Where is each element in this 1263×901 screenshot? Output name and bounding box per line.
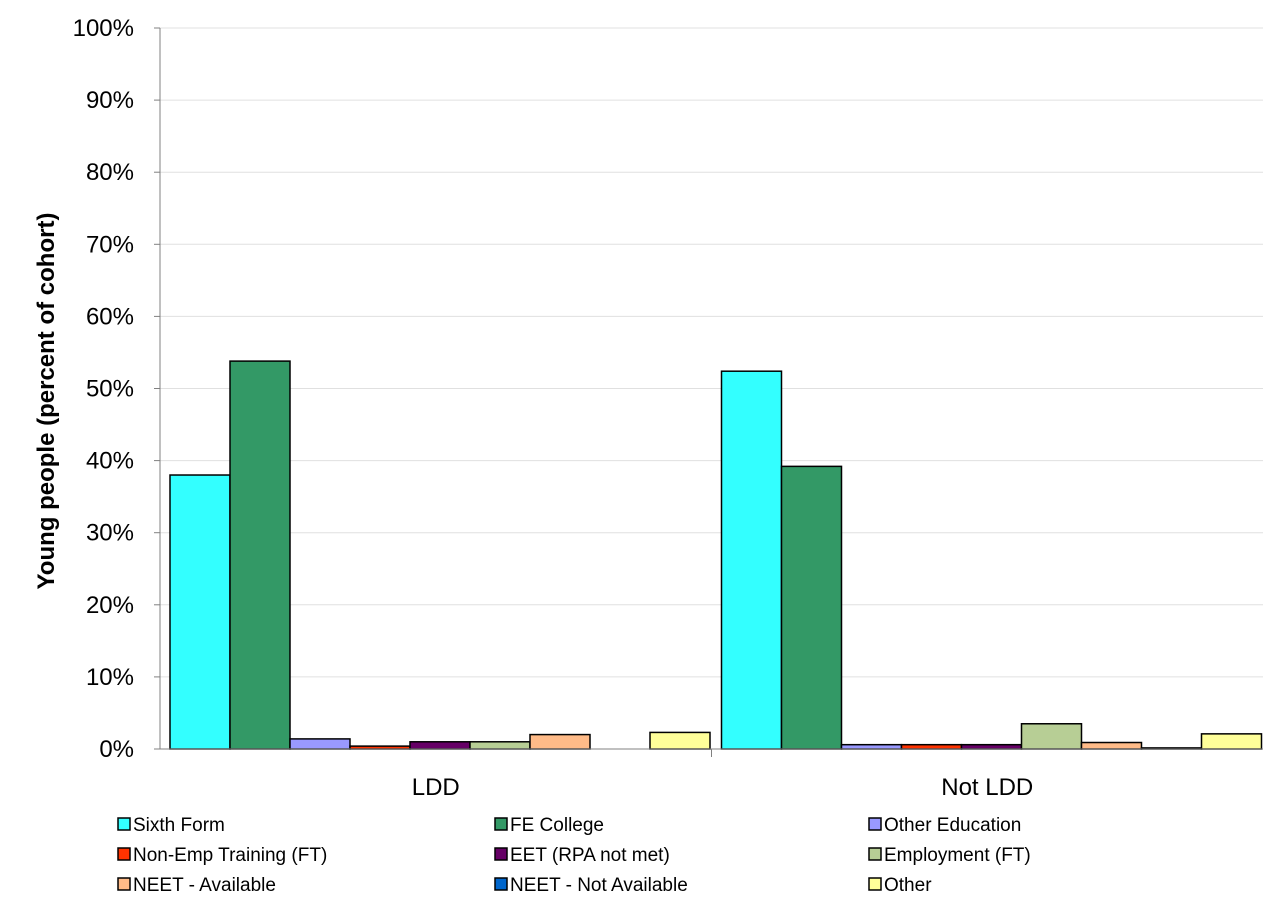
bar — [229, 360, 291, 750]
legend-swatch — [494, 817, 508, 831]
y-axis-title: Young people (percent of cohort) — [33, 213, 60, 590]
legend-swatch — [868, 877, 882, 891]
bar — [840, 743, 903, 750]
bar — [1020, 723, 1083, 750]
bar — [409, 741, 471, 750]
x-category-label: Not LDD — [941, 774, 1033, 801]
bar — [169, 474, 231, 750]
bar — [1080, 741, 1143, 750]
legend-label: Non-Emp Training (FT) — [133, 845, 327, 866]
legend-swatch — [868, 817, 882, 831]
axes: 0% 10% 20% 30% 40% 50% 60% 70% 80% 90% 100% LDD Not … — [73, 15, 1263, 801]
y-tick-label: 90% — [86, 87, 134, 114]
legend-label: Other — [884, 875, 932, 896]
gridlines — [160, 27, 1263, 678]
y-tick-label: 30% — [86, 520, 134, 547]
y-tick-label: 50% — [86, 376, 134, 403]
legend-label: NEET - Available — [133, 875, 276, 896]
bar — [900, 743, 963, 750]
y-tick-label: 10% — [86, 664, 134, 691]
bar — [780, 465, 843, 750]
bars — [169, 360, 1263, 750]
bar — [469, 741, 531, 750]
y-tick-label: 60% — [86, 303, 134, 330]
legend-label: Employment (FT) — [884, 845, 1031, 866]
legend-swatch — [117, 847, 131, 861]
legend-label: NEET - Not Available — [510, 875, 688, 896]
bar — [289, 738, 351, 750]
bar — [1200, 733, 1263, 750]
y-tick-label: 70% — [86, 231, 134, 258]
legend-swatch — [494, 847, 508, 861]
legend: Sixth Form FE College Other Education Non-E… — [117, 815, 1031, 896]
legend-swatch — [868, 847, 882, 861]
legend-label: FE College — [510, 815, 604, 836]
y-tick-label: 80% — [86, 159, 134, 186]
x-category-label: LDD — [412, 774, 460, 801]
bar — [649, 731, 711, 750]
y-tick-label: 20% — [86, 592, 134, 619]
legend-label: Other Education — [884, 815, 1021, 836]
legend-swatch — [494, 877, 508, 891]
legend-label: EET (RPA not met) — [510, 845, 670, 866]
legend-swatch — [117, 817, 131, 831]
y-tick-label: 100% — [73, 15, 134, 42]
legend-label: Sixth Form — [133, 815, 225, 836]
y-tick-label: 40% — [86, 448, 134, 475]
bar — [960, 743, 1023, 750]
bar — [529, 733, 591, 750]
y-tick-label: 0% — [99, 736, 134, 763]
bar — [720, 370, 783, 750]
legend-swatch — [117, 877, 131, 891]
